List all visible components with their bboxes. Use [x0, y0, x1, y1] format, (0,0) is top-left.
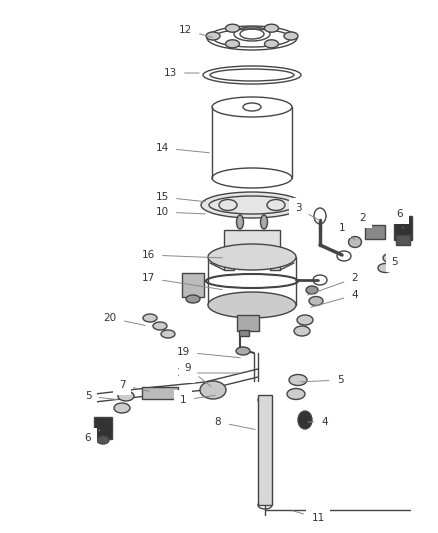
Text: 5: 5 [391, 257, 398, 267]
Text: 2: 2 [360, 213, 375, 230]
Ellipse shape [265, 40, 279, 48]
Ellipse shape [297, 315, 313, 325]
Text: 3: 3 [295, 203, 320, 221]
Text: 16: 16 [141, 250, 222, 260]
Bar [142, 387, 178, 399]
Ellipse shape [287, 389, 305, 400]
Text: 18: 18 [177, 368, 240, 378]
Text: 6: 6 [85, 430, 100, 443]
Text: 10: 10 [155, 207, 205, 217]
Ellipse shape [309, 296, 323, 305]
Ellipse shape [261, 215, 268, 229]
Bar [237, 315, 259, 331]
Ellipse shape [378, 263, 392, 272]
Text: 17: 17 [141, 273, 222, 289]
Ellipse shape [349, 237, 361, 247]
Bar [396, 235, 410, 245]
Text: 4: 4 [311, 290, 358, 307]
Bar [365, 225, 385, 239]
Text: 8: 8 [215, 417, 255, 430]
Ellipse shape [284, 32, 298, 40]
Ellipse shape [294, 326, 310, 336]
Polygon shape [224, 230, 280, 270]
Text: 13: 13 [163, 68, 199, 78]
Ellipse shape [161, 330, 175, 338]
Ellipse shape [265, 24, 279, 32]
Ellipse shape [114, 403, 130, 413]
Ellipse shape [298, 411, 312, 429]
Ellipse shape [289, 375, 307, 385]
Ellipse shape [208, 292, 296, 318]
Ellipse shape [200, 381, 226, 399]
Ellipse shape [153, 322, 167, 330]
Ellipse shape [306, 286, 318, 294]
Text: 20: 20 [103, 313, 145, 326]
Text: 9: 9 [185, 363, 211, 386]
Bar [258, 395, 272, 505]
Ellipse shape [118, 391, 134, 401]
Text: 1: 1 [180, 395, 215, 405]
Text: 2: 2 [307, 273, 358, 295]
Text: 6: 6 [397, 209, 403, 228]
Ellipse shape [383, 254, 397, 262]
Ellipse shape [236, 347, 250, 355]
Ellipse shape [237, 215, 244, 229]
Bar [394, 216, 412, 240]
Ellipse shape [206, 32, 220, 40]
Text: 14: 14 [155, 143, 209, 153]
Ellipse shape [226, 40, 240, 48]
Text: 5: 5 [85, 391, 117, 401]
Text: 1: 1 [339, 223, 355, 240]
Bar [239, 330, 249, 336]
Text: 7: 7 [119, 380, 149, 391]
Ellipse shape [97, 436, 109, 444]
Bar [94, 417, 112, 439]
Text: 19: 19 [177, 347, 240, 358]
Text: 5: 5 [301, 375, 343, 385]
Text: 12: 12 [178, 25, 212, 37]
Ellipse shape [201, 192, 303, 218]
Text: 11: 11 [293, 511, 325, 523]
Ellipse shape [208, 244, 296, 270]
Ellipse shape [186, 295, 200, 303]
Text: 15: 15 [155, 192, 205, 202]
Ellipse shape [143, 314, 157, 322]
Ellipse shape [226, 24, 240, 32]
Text: 4: 4 [308, 417, 328, 427]
Bar [182, 273, 204, 297]
